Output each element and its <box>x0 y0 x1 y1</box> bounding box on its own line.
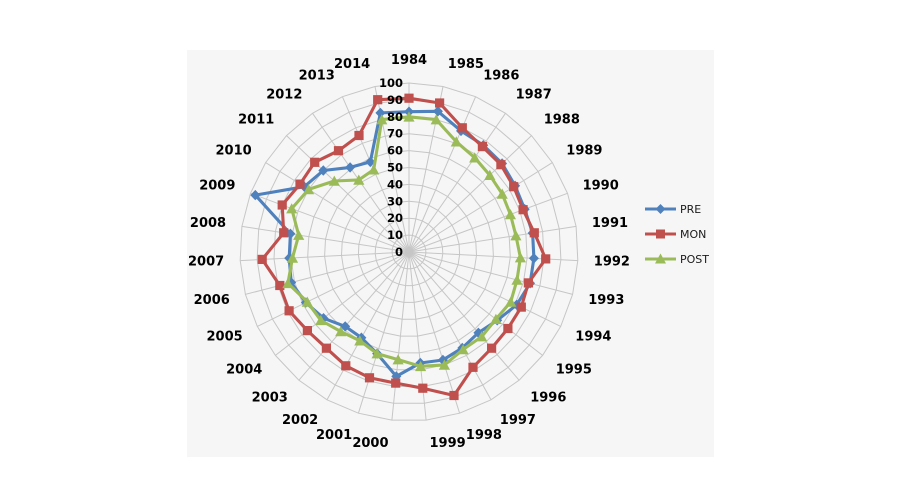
svg-text:1995: 1995 <box>556 363 592 378</box>
svg-text:2012: 2012 <box>266 87 302 102</box>
svg-text:40: 40 <box>387 177 403 191</box>
svg-text:2013: 2013 <box>299 69 335 84</box>
svg-text:1984: 1984 <box>391 53 427 68</box>
mon-line-square-icon <box>645 229 676 239</box>
legend-item-pre: PRE <box>644 201 709 217</box>
svg-text:2008: 2008 <box>190 216 226 231</box>
svg-text:1996: 1996 <box>530 391 566 406</box>
svg-text:2010: 2010 <box>216 143 252 158</box>
svg-text:1997: 1997 <box>500 413 536 428</box>
svg-text:10: 10 <box>387 228 403 242</box>
pre-line-diamond-icon <box>645 204 676 214</box>
legend-item-mon: MON <box>644 226 709 242</box>
svg-text:1999: 1999 <box>430 436 466 451</box>
svg-text:2003: 2003 <box>252 391 288 406</box>
svg-text:90: 90 <box>387 93 403 107</box>
svg-text:1990: 1990 <box>583 178 619 193</box>
legend-label-mon: MON <box>680 227 707 241</box>
svg-text:2004: 2004 <box>226 363 262 378</box>
legend-label-pre: PRE <box>680 202 702 216</box>
svg-text:1998: 1998 <box>466 428 502 443</box>
legend-item-post: POST <box>644 251 709 267</box>
svg-text:2005: 2005 <box>207 330 243 345</box>
svg-text:1991: 1991 <box>592 216 628 231</box>
post-line-triangle-icon <box>645 253 676 264</box>
legend-label-post: POST <box>680 252 709 266</box>
svg-text:1989: 1989 <box>566 143 602 158</box>
svg-text:20: 20 <box>387 211 403 225</box>
svg-text:1992: 1992 <box>594 255 630 270</box>
svg-text:2002: 2002 <box>282 413 318 428</box>
svg-text:1988: 1988 <box>544 113 580 128</box>
svg-text:2000: 2000 <box>352 436 388 451</box>
svg-text:2006: 2006 <box>194 293 230 308</box>
radial-axis-tick-labels: 0 10 20 30 40 50 60 70 80 90 100 <box>379 76 403 259</box>
svg-text:0: 0 <box>395 245 403 259</box>
svg-text:50: 50 <box>387 161 403 175</box>
svg-text:2007: 2007 <box>188 255 224 270</box>
svg-text:2014: 2014 <box>334 57 370 72</box>
svg-text:30: 30 <box>387 194 403 208</box>
svg-text:1987: 1987 <box>516 87 552 102</box>
svg-text:1993: 1993 <box>588 293 624 308</box>
svg-text:100: 100 <box>379 76 403 90</box>
svg-text:1986: 1986 <box>483 69 519 84</box>
series-mon <box>257 93 551 401</box>
chart-legend: PRE MON POST <box>644 201 709 267</box>
plot-area <box>187 50 714 457</box>
svg-text:60: 60 <box>387 144 403 158</box>
svg-text:2001: 2001 <box>316 428 352 443</box>
series-post <box>282 111 526 372</box>
svg-text:1985: 1985 <box>448 57 484 72</box>
svg-text:2011: 2011 <box>238 113 274 128</box>
svg-text:2009: 2009 <box>199 178 235 193</box>
svg-text:70: 70 <box>387 127 403 141</box>
svg-text:80: 80 <box>387 110 403 124</box>
svg-text:1994: 1994 <box>575 330 611 345</box>
